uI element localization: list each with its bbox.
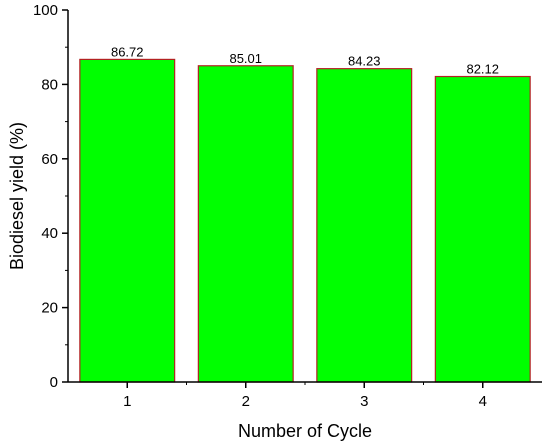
x-tick-label: 4 xyxy=(479,393,487,410)
y-tick-label: 100 xyxy=(33,2,58,19)
x-tick-label: 1 xyxy=(123,393,131,410)
bar xyxy=(434,75,531,383)
x-axis-title: Number of Cycle xyxy=(238,421,372,441)
bar-value-label: 82.12 xyxy=(466,62,499,77)
y-axis-title: Biodiesel yield (%) xyxy=(7,122,27,270)
y-tick-label: 20 xyxy=(41,300,58,317)
y-tick-label: 0 xyxy=(50,374,58,391)
bar-value-label: 86.72 xyxy=(111,44,144,59)
y-tick-label: 80 xyxy=(41,76,58,93)
bar-value-label: 84.23 xyxy=(348,54,381,69)
bar xyxy=(79,58,176,383)
x-axis-ticks: 1 2 3 4 xyxy=(123,382,487,410)
bar-value-label: 85.01 xyxy=(229,51,262,66)
y-tick-label: 40 xyxy=(41,225,58,242)
bar xyxy=(316,68,413,383)
y-tick-label: 60 xyxy=(41,151,58,168)
y-axis-ticks: 0 20 40 60 80 100 xyxy=(33,2,68,391)
bar xyxy=(197,65,294,383)
bars-group xyxy=(79,58,531,383)
x-tick-label: 3 xyxy=(360,393,368,410)
x-tick-label: 2 xyxy=(242,393,250,410)
data-labels-group: 86.72 85.01 84.23 82.12 xyxy=(111,44,499,76)
